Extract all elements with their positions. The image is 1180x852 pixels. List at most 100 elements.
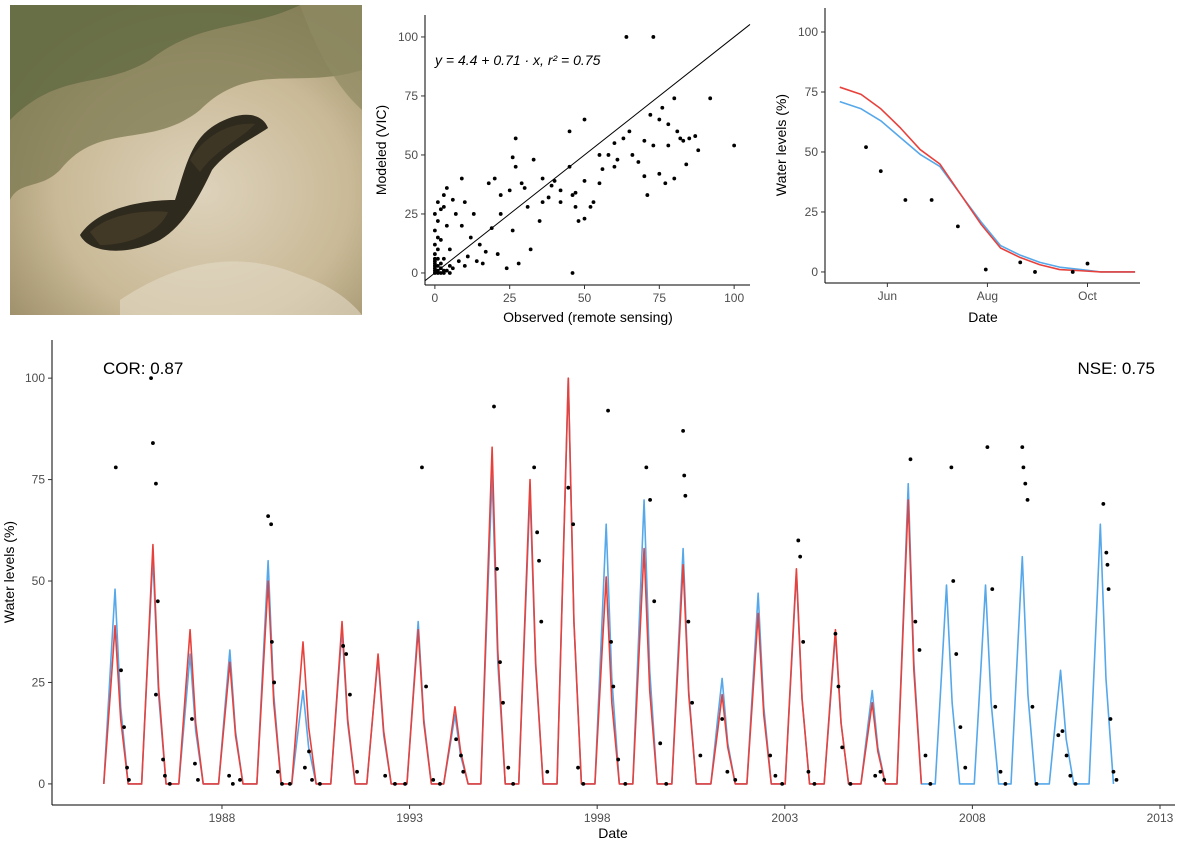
data-point (954, 652, 959, 656)
data-point (532, 465, 537, 470)
data-point (606, 408, 610, 413)
data-point (567, 129, 572, 134)
y-tick-label: 25 (805, 205, 819, 219)
data-point (193, 761, 197, 766)
data-point (498, 660, 502, 665)
data-point (154, 481, 158, 486)
data-point (444, 268, 449, 273)
data-point (652, 599, 657, 604)
data-point (546, 195, 551, 200)
data-point (154, 692, 158, 697)
x-axis-label: Date (968, 309, 998, 325)
data-point (450, 266, 455, 271)
data-point (149, 376, 153, 381)
data-point (684, 162, 689, 167)
data-point (570, 271, 575, 275)
data-point (696, 148, 701, 153)
data-point (908, 457, 913, 462)
data-point (683, 493, 688, 498)
data-point (576, 765, 580, 770)
data-point (459, 223, 464, 228)
aerial-photo (10, 5, 362, 315)
data-point (441, 256, 446, 261)
data-point (698, 753, 703, 758)
data-point (993, 704, 998, 709)
data-point (566, 485, 571, 490)
x-tick-label: Jun (878, 289, 897, 303)
data-point (161, 757, 165, 762)
data-point (780, 782, 785, 786)
data-point (576, 219, 581, 223)
data-point (393, 782, 397, 786)
y-axis-label: Water levels (%) (1, 521, 17, 623)
data-point (678, 136, 683, 141)
data-point (269, 522, 274, 527)
data-point (435, 256, 440, 261)
data-point (528, 247, 533, 252)
data-point (486, 181, 491, 186)
data-point (651, 35, 656, 39)
data-point (489, 226, 494, 231)
y-tick-label: 75 (32, 473, 46, 487)
y-tick-label: 50 (32, 574, 46, 588)
data-point (447, 263, 452, 268)
data-point (238, 777, 242, 782)
data-point (623, 782, 628, 786)
data-point (951, 579, 956, 583)
data-point (666, 143, 671, 148)
y-tick-label: 100 (25, 371, 45, 385)
data-point (1106, 587, 1111, 592)
y-tick-label: 0 (38, 777, 45, 791)
data-point (344, 652, 349, 656)
y-tick-label: 75 (405, 89, 419, 103)
data-point (801, 639, 806, 644)
data-point (878, 169, 883, 174)
data-point (582, 179, 587, 183)
data-point (227, 773, 231, 778)
data-point (269, 639, 274, 644)
data-point (432, 256, 437, 261)
x-axis-label: Date (598, 825, 628, 841)
data-point (444, 223, 449, 228)
data-point (573, 190, 578, 195)
data-point (963, 765, 968, 770)
data-point (882, 777, 887, 782)
data-point (438, 266, 443, 271)
data-point (230, 782, 235, 786)
data-point (441, 193, 446, 197)
series-line (839, 86, 1136, 273)
data-point (516, 261, 521, 266)
data-point (513, 136, 518, 141)
x-tick-label: 1998 (584, 811, 611, 825)
data-point (510, 228, 515, 233)
data-point (627, 129, 632, 134)
data-point (519, 181, 524, 186)
data-point (686, 619, 691, 624)
data-point (167, 782, 172, 786)
data-point (657, 117, 662, 122)
x-axis-label: Observed (remote sensing) (503, 309, 673, 325)
data-point (525, 204, 530, 209)
data-point (658, 741, 663, 746)
data-point (917, 648, 922, 652)
data-point (573, 204, 578, 209)
data-point (1105, 562, 1110, 567)
data-point (985, 445, 990, 450)
data-point (495, 252, 500, 256)
data-point (510, 155, 515, 160)
data-point (432, 252, 437, 256)
data-point (733, 777, 738, 782)
data-point (663, 181, 668, 186)
data-point (432, 242, 437, 247)
data-point (923, 753, 928, 758)
data-point (454, 737, 458, 742)
y-tick-label: 25 (32, 675, 46, 689)
data-point (1020, 445, 1025, 450)
data-point (155, 599, 160, 604)
data-point (438, 238, 443, 242)
data-point (1056, 733, 1061, 738)
data-point (459, 176, 464, 181)
data-point (1003, 782, 1008, 786)
data-point (403, 782, 407, 786)
